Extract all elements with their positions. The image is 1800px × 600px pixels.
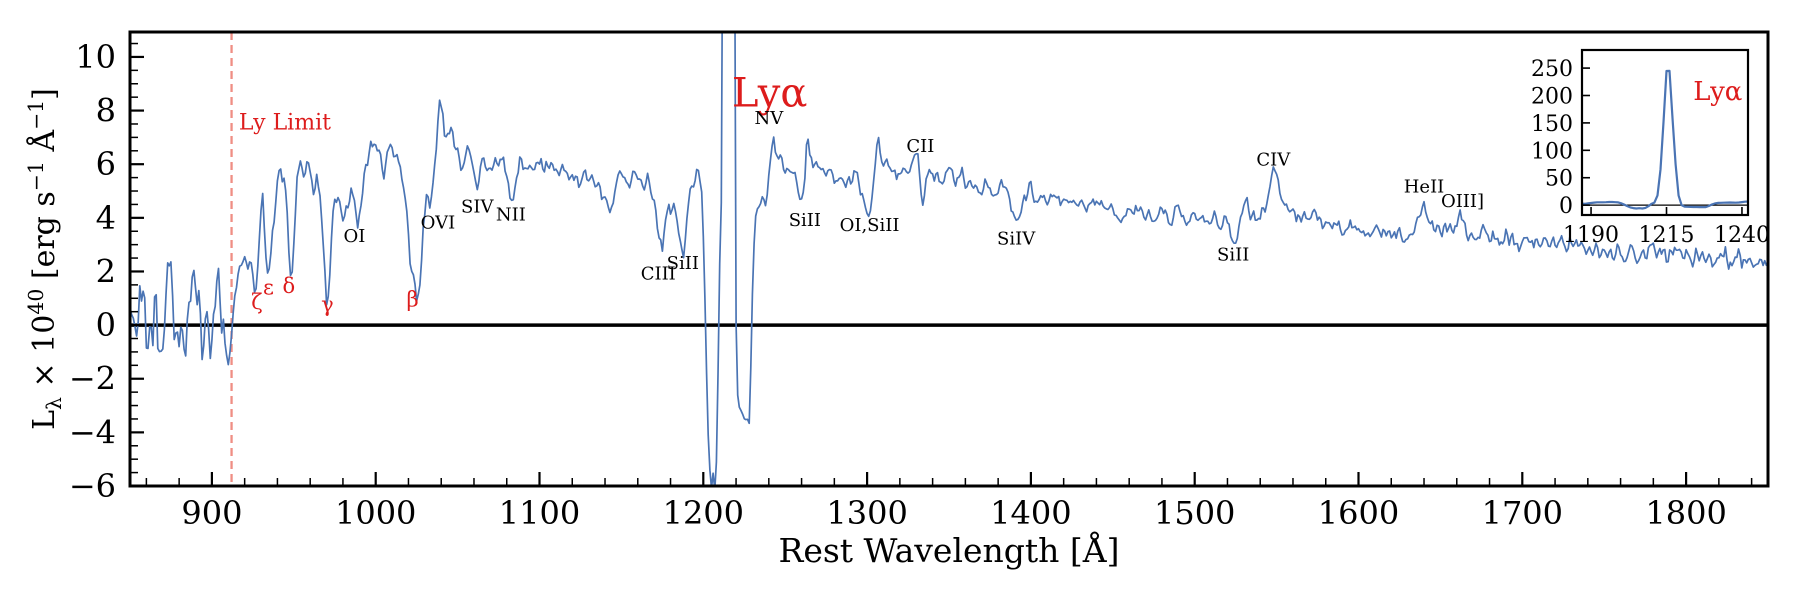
x-tick-label: 1200 bbox=[663, 494, 744, 532]
y-tick-label: 8 bbox=[96, 92, 116, 130]
annotation-line-sii-1260: SiII bbox=[789, 210, 821, 231]
inset-y-tick-label: 150 bbox=[1531, 112, 1573, 137]
inset-frame bbox=[1580, 48, 1750, 217]
y-tick-label: −4 bbox=[69, 413, 116, 451]
inset-y-tick-label: 250 bbox=[1531, 57, 1573, 82]
main-ticks: 900 1000 1100 1200 1300 1400 1500 1600 1700 1800−… bbox=[69, 38, 1753, 532]
y-axis-label: Lλ × 1040 [erg s−1 Å−1] bbox=[24, 88, 66, 430]
annotation-line-sii-1526: SiII bbox=[1217, 245, 1249, 266]
inset-background bbox=[1582, 50, 1748, 215]
x-axis-label: Rest Wavelength [Å] bbox=[778, 531, 1120, 570]
inset-x-tick-label: 1190 bbox=[1563, 223, 1619, 248]
x-tick-label: 1800 bbox=[1645, 494, 1726, 532]
x-tick-label: 1600 bbox=[1318, 494, 1399, 532]
annotation-line-siiv: SiIV bbox=[997, 229, 1036, 250]
annotation-line-nv: NV bbox=[754, 108, 784, 129]
x-tick-label: 900 bbox=[181, 494, 242, 532]
y-tick-label: −2 bbox=[69, 360, 116, 398]
annotation-ly-delta: δ bbox=[283, 274, 296, 298]
x-tick-label: 1300 bbox=[826, 494, 907, 532]
x-tick-label: 1400 bbox=[990, 494, 1071, 532]
annotation-line-oi: OI bbox=[343, 226, 365, 247]
annotation-ly-epsilon: ε bbox=[263, 275, 274, 299]
annotation-line-oiii: OIII] bbox=[1441, 191, 1484, 212]
x-tick-label: 1500 bbox=[1154, 494, 1235, 532]
annotation-ly-zeta: ζ bbox=[251, 290, 262, 314]
annotation-line-heii: HeII bbox=[1404, 176, 1445, 197]
y-tick-label: 0 bbox=[96, 306, 116, 344]
y-tick-label: 4 bbox=[96, 199, 116, 237]
annotation-line-oi-sii: OI,SiII bbox=[840, 215, 900, 236]
annotation-line-ovi: OVI bbox=[421, 213, 456, 234]
annotation-line-siv: SIV bbox=[461, 196, 494, 217]
y-tick-label: −6 bbox=[69, 467, 116, 505]
inset-y-tick-label: 0 bbox=[1559, 194, 1573, 219]
annotation-line-sii-1190: SiII bbox=[667, 253, 699, 274]
inset-y-tick-label: 100 bbox=[1531, 139, 1573, 164]
x-tick-label: 1000 bbox=[335, 494, 416, 532]
annotation-ly-limit-label: Ly Limit bbox=[239, 110, 331, 135]
x-tick-label: 1100 bbox=[499, 494, 580, 532]
inset-x-tick-label: 1240 bbox=[1714, 223, 1770, 248]
annotation-line-nii: NII bbox=[496, 205, 526, 226]
inset-lya-label: Lyα bbox=[1693, 77, 1742, 107]
inset-y-tick-label: 200 bbox=[1531, 84, 1573, 109]
annotation-ly-gamma: γ bbox=[321, 293, 334, 317]
y-tick-label: 10 bbox=[75, 38, 116, 76]
x-tick-label: 1700 bbox=[1482, 494, 1563, 532]
inset-y-tick-label: 50 bbox=[1545, 167, 1573, 192]
annotation-lya-label: Lyα bbox=[732, 71, 807, 117]
inset-x-tick-label: 1215 bbox=[1639, 223, 1695, 248]
annotation-line-civ: CIV bbox=[1256, 150, 1291, 171]
main-axes-frame bbox=[128, 30, 1770, 488]
annotation-line-ciii: CIII bbox=[641, 264, 676, 285]
spectrum-line bbox=[130, 32, 1768, 486]
y-tick-label: 2 bbox=[96, 252, 116, 290]
annotation-ly-beta: β bbox=[406, 287, 418, 311]
y-tick-label: 6 bbox=[96, 145, 116, 183]
annotation-line-cii: CII bbox=[906, 136, 934, 157]
